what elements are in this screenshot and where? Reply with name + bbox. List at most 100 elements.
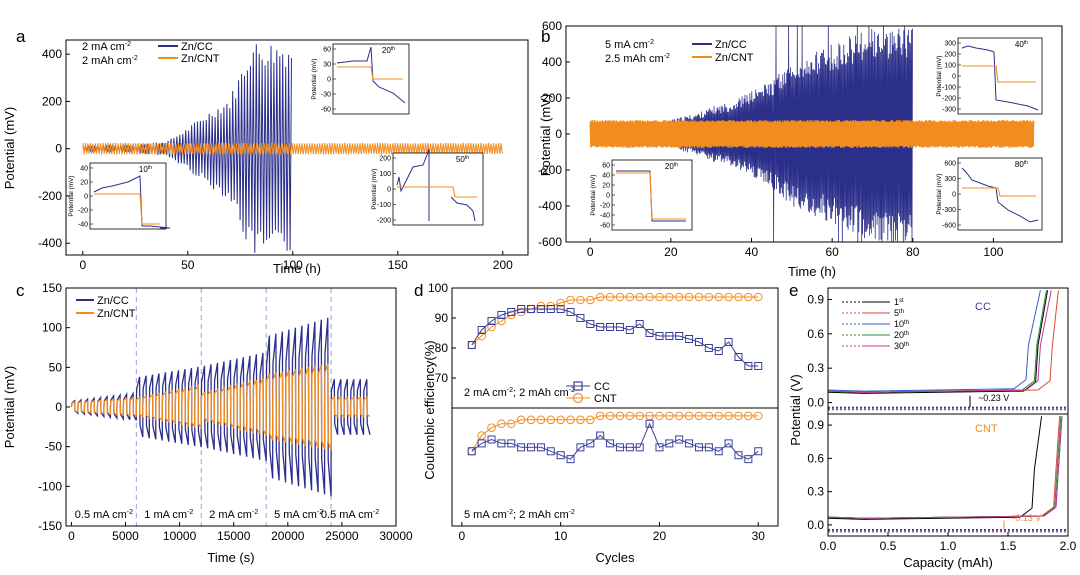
inset-b2-ytick-label-0: 300 [944, 41, 956, 48]
panel-e-bottom-ytick-label-2: 0.6 [807, 451, 824, 465]
panel-e-top-overpotential: ~0.23 V [978, 393, 1009, 403]
panel-d-bottom-cc-point [596, 431, 605, 440]
panel-e-bottom-label: CNT [975, 423, 998, 435]
inset-a1-cycle: 10th [139, 165, 152, 174]
panel-d-bottom-cc-point [625, 443, 634, 452]
panel-d-bottom-cc-point [635, 443, 644, 452]
panel-d-bottom-cc-point [566, 455, 575, 464]
inset-b3-ytick-label-4: -600 [942, 223, 956, 230]
panel-d-top-cc-point [665, 332, 674, 340]
inset-a1-cc-line [93, 175, 171, 229]
panel-a-ann-1: 2 mA cm-2 [82, 41, 131, 53]
panel-d-ylabel: Coulombic efficiency(%) [422, 340, 437, 479]
panel-d-top-cc-point [517, 305, 526, 313]
panel-c-legend-cnt: Zn/CNT [97, 308, 136, 320]
panel-d-xtick-label-3: 30 [752, 529, 766, 543]
panel-d-bottom-cnt-point [645, 411, 654, 421]
panel-d-top-cc-point [655, 332, 664, 340]
panel-a-ytick-label-0: -400 [38, 236, 62, 250]
panel-d-bottom-cc-point [487, 435, 496, 444]
panel-e-bottom-curve-4 [827, 416, 1063, 519]
panel-d-ytick-label-3: 100 [428, 281, 448, 295]
panel-e-bottom-curve-2 [827, 416, 1063, 519]
panel-b-ytick-label-1: -400 [538, 199, 562, 213]
panel-b-ann-1: 5 mA cm-2 [605, 39, 654, 51]
panel-d-top-cnt-point [655, 292, 664, 302]
panel-a-ylabel: Potential (mV) [2, 107, 17, 189]
panel-d-bottom-cnt-point [684, 411, 694, 421]
panel-b-ytick-label-6: 600 [542, 19, 562, 33]
panel-d-top-cnt-point [704, 292, 714, 302]
panel-b-xlabel: Time (h) [788, 264, 836, 279]
panel-d-top-cnt-point [753, 292, 763, 302]
inset-a-20th: 60 30 0 -30 -60 Potential (mV) 20th [311, 43, 410, 115]
panel-c-segment-sup-1: -2 [187, 509, 193, 516]
inset-a3-cycle: 50th [456, 155, 469, 164]
inset-b2-ytick-label-5: -200 [942, 96, 956, 103]
panel-c-ytick-label-3: 0 [55, 400, 62, 414]
panel-d: d 0 10 20 30 70 80 90 100 Cycles Coulombic effi… [414, 281, 779, 565]
panel-e-top-curve-2 [827, 290, 1041, 392]
panel-d-top-cc-point [586, 320, 595, 328]
panel-d-bottom-cc-point [477, 439, 486, 448]
inset-b3-cycle: 80th [1015, 160, 1028, 169]
inset-b3-ytick-label-1: 300 [944, 176, 956, 183]
inset-a1-ytick-label-2: 0 [84, 194, 88, 201]
panel-c-segment-label-4: 0.5 mA cm-2 [321, 509, 379, 521]
panel-d-bottom-cnt-point [753, 411, 763, 421]
inset-b2-cnt-line [962, 65, 1036, 83]
panel-e-top-ytick-label-0: 0.0 [807, 396, 824, 410]
panel-d-top-cnt-point [556, 298, 565, 308]
panel-c-xtick-label-4: 20000 [271, 529, 305, 543]
panel-d-bottom-cnt-point [694, 411, 704, 421]
inset-a3-ytick-label-0: 200 [379, 156, 391, 163]
panel-c-ytick-label-0: -150 [38, 519, 62, 533]
panel-b-ann-2: 2.5 mAh cm-2 [605, 53, 670, 65]
inset-b2-cycle: 40th [1015, 40, 1028, 49]
panel-e-top-label: CC [975, 301, 991, 313]
panel-d-bottom-cnt-point [477, 431, 486, 440]
panel-d-bottom-cc-point [527, 443, 536, 452]
panel-d-top-cc-line [471, 308, 759, 367]
inset-b-20th: 60 40 20 0 -20 -40 -60 Potential (mV) 20th [590, 159, 693, 231]
panel-d-bottom-cnt-point [497, 419, 506, 429]
panel-d-top-cnt-point [674, 292, 684, 302]
panel-e-bottom-ytick-label-0: 0.0 [807, 518, 824, 532]
panel-e-bottom-curve-1 [827, 416, 1061, 519]
panel-d-top-cnt-point [605, 292, 615, 302]
panel-d-bottom-cc-point [556, 451, 565, 460]
panel-c-xlabel: Time (s) [207, 550, 254, 565]
panel-d-top-cc-point [635, 320, 644, 328]
inset-a3-ytick-label-1: 100 [379, 171, 391, 178]
panel-d-top-cnt-point [625, 292, 635, 302]
panel-c-label: c [16, 281, 25, 300]
panel-d-bottom-cc-point [645, 419, 654, 428]
panel-a-xtick-label-0: 0 [79, 258, 86, 272]
panel-d-bottom-cnt-point [556, 415, 565, 425]
panel-a-xtick-label-2: 100 [283, 258, 303, 272]
panel-d-top-cc-point [487, 317, 496, 325]
panel-e-axes: 0.0 0.5 1.0 1.5 2.0 0.0 0.3 0.6 0.9 0.0 0.3 0.6 0.9 [807, 292, 1076, 553]
panel-e-xtick-label-1: 0.5 [880, 539, 897, 553]
panel-b-xtick-label-2: 40 [745, 245, 759, 259]
panel-b-ylabel: Potential (mV) [538, 94, 553, 176]
panel-d-top-cc-point [744, 362, 753, 370]
panel-d-top-cc-point [556, 305, 565, 313]
panel-c-segment-label-2: 2 mA cm-2 [209, 509, 258, 521]
inset-a2-cycle-sup: th [391, 46, 395, 52]
inset-b2-ytick-label-3: 0 [952, 74, 956, 81]
panel-e-legend-label-2: 10th [894, 319, 909, 329]
panel-d-top-cc-point [467, 341, 476, 349]
panel-e-xtick-label-4: 2.0 [1060, 539, 1077, 553]
panel-d-bottom-cnt-point [744, 411, 753, 421]
panel-a-xtick-label-1: 50 [181, 258, 195, 272]
panel-d-top-cnt-point [487, 322, 496, 332]
panel-c-segment-sup-2: -2 [252, 509, 258, 516]
panel-d-bottom-cnt-point [635, 411, 644, 421]
panel-e-top-ytick-label-1: 0.3 [807, 361, 824, 375]
panel-a-ytick-label-4: 400 [42, 47, 62, 61]
panel-e-xtick-label-3: 1.5 [1000, 539, 1017, 553]
